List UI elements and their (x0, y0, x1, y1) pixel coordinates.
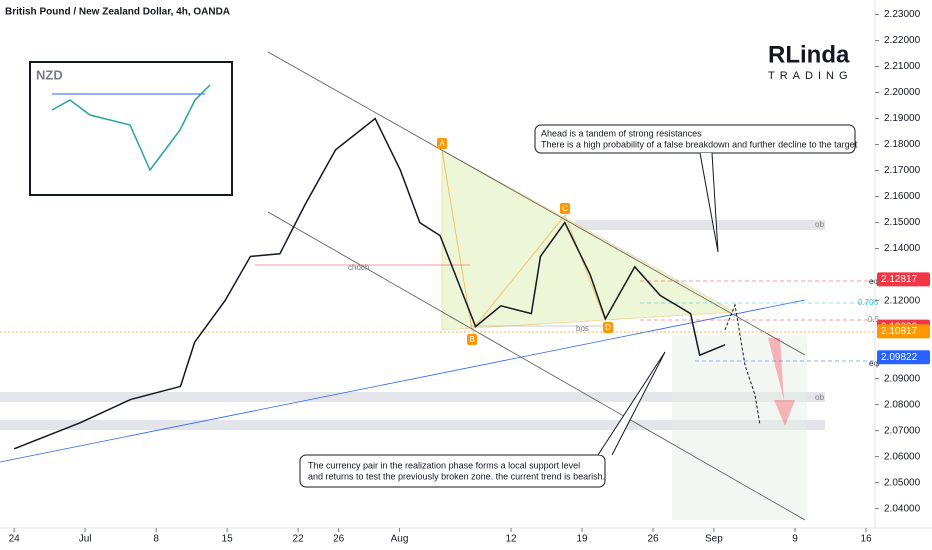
point-label: C (562, 204, 568, 213)
point-label: D (605, 323, 611, 332)
x-tick-label: 26 (647, 534, 659, 545)
ob-zone (0, 392, 825, 402)
x-tick-label: 26 (333, 534, 345, 545)
point-label: B (469, 335, 474, 344)
callout (534, 124, 856, 154)
point-label: A (439, 139, 445, 148)
trend-line (0, 299, 806, 463)
point-marker (560, 203, 570, 214)
level-label: eqh (869, 277, 882, 286)
y-tick-label: 2.15000 (884, 217, 921, 228)
x-tick-label: Sep (705, 534, 723, 545)
callout-text: and returns to test the previously broke… (308, 471, 605, 481)
y-tick-label: 2.05000 (884, 477, 921, 488)
down-arrow (768, 338, 795, 426)
callout (299, 454, 606, 488)
y-tick-label: 2.06000 (884, 451, 921, 462)
point-marker (437, 138, 447, 149)
price-tag (877, 324, 930, 339)
y-tick-label: 2.21000 (884, 61, 921, 72)
y-tick-label: 2.14000 (884, 243, 921, 254)
price-tag-label: 2.09822 (881, 352, 918, 363)
price-tag (877, 272, 930, 287)
level-label: 0.5 (868, 315, 880, 324)
callout-text: Ahead is a tandem of strong resistances (541, 128, 702, 138)
level-label: eql (869, 359, 880, 368)
point-marker (467, 334, 477, 345)
level-label: ob (815, 220, 824, 229)
x-tick-label: 8 (153, 534, 159, 545)
x-tick-label: 19 (576, 534, 588, 545)
callout-pointer (597, 351, 666, 456)
point-marker (603, 322, 613, 333)
x-tick-label: 12 (505, 534, 517, 545)
inset-title: NZD (36, 67, 63, 82)
x-tick-label: 15 (222, 534, 234, 545)
x-tick-label: Aug (391, 534, 409, 545)
projection (724, 303, 761, 426)
level-label: ob (815, 393, 824, 402)
x-tick-label: 22 (293, 534, 305, 545)
logo-sub: TRADING (768, 70, 853, 82)
target-zone (672, 335, 807, 520)
x-tick-label: 24 (9, 534, 21, 545)
level-label: bos (576, 324, 589, 333)
callout-text: There is a high probability of a false b… (541, 139, 858, 149)
price-line (13, 117, 726, 450)
x-tick-label: 16 (860, 534, 872, 545)
level-label: choch (348, 263, 369, 272)
y-tick-label: 2.20000 (884, 87, 921, 98)
y-tick-label: 2.16000 (884, 191, 921, 202)
ob-zone (0, 420, 825, 430)
y-tick-label: 2.23000 (884, 9, 921, 20)
chart-title: British Pound / New Zealand Dollar, 4h, … (5, 7, 230, 18)
y-tick-label: 2.17000 (884, 165, 921, 176)
price-tag-label: 2.10817 (881, 326, 918, 337)
inset-price (51, 84, 211, 172)
x-tick-label: Jul (79, 534, 92, 545)
channel-line (267, 51, 806, 356)
y-tick-label: 2.09000 (884, 373, 921, 384)
channel-line (267, 211, 806, 521)
y-tick-label: 2.18000 (884, 139, 921, 150)
y-tick-label: 2.12000 (884, 295, 921, 306)
y-tick-label: 2.22000 (884, 35, 921, 46)
level-label: 0.705 (858, 298, 879, 307)
price-tag-label: 2.12817 (881, 274, 918, 285)
y-tick-label: 2.04000 (884, 503, 921, 514)
logo: RLinda (768, 41, 850, 68)
y-tick-label: 2.19000 (884, 113, 921, 124)
y-tick-label: 2.07000 (884, 425, 921, 436)
ob-zone (575, 220, 825, 230)
price-tag (877, 350, 930, 365)
y-tick-label: 2.08000 (884, 399, 921, 410)
callout-text: The currency pair in the realization pha… (308, 460, 580, 470)
x-tick-label: 9 (792, 534, 798, 545)
callout-pointer (699, 152, 719, 253)
abcd (441, 149, 606, 332)
